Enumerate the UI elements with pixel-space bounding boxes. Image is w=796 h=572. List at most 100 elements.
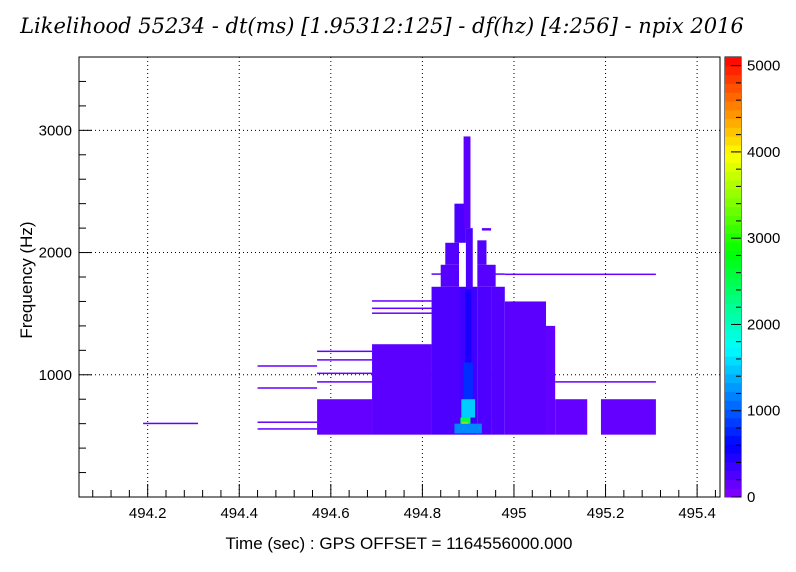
colorbar-step: [725, 338, 741, 348]
heatmap-cell: [431, 273, 446, 275]
y-tick-label: 3000: [39, 122, 72, 139]
colorbar: 0 1000 2000 3000 4000 5000: [725, 57, 780, 506]
heatmap-cell: [454, 423, 482, 434]
colorbar-step: [725, 206, 741, 216]
heatmap-cell: [317, 399, 373, 435]
colorbar-step: [725, 180, 741, 190]
colorbar-step: [725, 136, 741, 146]
heatmap-cell: [317, 359, 373, 361]
heatmap-cell: [257, 365, 318, 367]
y-tick-label: 2000: [39, 245, 72, 262]
colorbar-step: [725, 461, 741, 472]
colorbar-tick-label: 0: [747, 489, 755, 506]
colorbar-step: [725, 215, 741, 225]
colorbar-step: [725, 312, 741, 322]
heatmap-cell: [491, 286, 505, 435]
colorbar-step: [725, 365, 741, 375]
x-tick-label: 494.8: [404, 505, 442, 522]
y-tick-label: 1000: [39, 367, 72, 384]
heatmap-cell: [460, 417, 471, 428]
colorbar-step: [725, 189, 741, 199]
colorbar-step: [725, 347, 741, 357]
colorbar-step: [725, 162, 741, 172]
colorbar-tick-label: 1000: [747, 403, 780, 420]
colorbar-tick-label: 3000: [747, 230, 780, 247]
heatmap-cell: [504, 273, 656, 276]
heatmap-cell: [372, 312, 432, 314]
heatmap-cells: [143, 136, 656, 435]
heatmap-cell: [464, 289, 472, 363]
colorbar-step: [725, 479, 741, 489]
x-tick-label: 494.4: [220, 505, 258, 522]
colorbar-step: [725, 303, 741, 313]
x-axis-label: Time (sec) : GPS OFFSET = 1164556000.000: [226, 534, 573, 553]
heatmap-cell: [477, 240, 487, 265]
colorbar-step: [725, 101, 741, 111]
heatmap-cell: [317, 381, 373, 383]
colorbar-step: [725, 373, 741, 384]
colorbar-step: [725, 285, 741, 296]
colorbar-step: [725, 92, 741, 102]
colorbar-step: [725, 435, 741, 445]
heatmap-cell: [461, 399, 476, 418]
heatmap-cell: [440, 264, 460, 287]
x-tick-label: 495.4: [678, 505, 716, 522]
colorbar-step: [725, 109, 741, 120]
heatmap-cell: [431, 286, 460, 435]
heatmap-cell: [445, 242, 460, 265]
axes: 494.2 494.4 494.6 494.8 495 495.2 495.4 1000 200…: [39, 56, 716, 522]
colorbar-step: [725, 197, 741, 208]
colorbar-tick-label: 4000: [747, 144, 780, 161]
heatmap-cell: [372, 307, 432, 310]
heatmap-cell: [463, 136, 471, 229]
heatmap-cell: [555, 381, 656, 383]
colorbar-step: [725, 470, 741, 480]
heatmap-cell: [257, 387, 318, 389]
heatmap-cell: [463, 362, 473, 400]
heatmap-cell: [257, 428, 318, 430]
colorbar-step: [725, 57, 741, 67]
heatmap-cell: [465, 228, 473, 290]
heatmap-cell: [143, 422, 199, 425]
heatmap-cell: [481, 228, 492, 231]
colorbar-step: [725, 65, 741, 76]
heatmap-cell: [317, 350, 373, 353]
colorbar-step: [725, 127, 741, 137]
x-tick-label: 494.2: [129, 505, 167, 522]
colorbar-step: [725, 329, 741, 340]
colorbar-step: [725, 488, 741, 498]
heatmap-cell: [477, 264, 496, 287]
x-tick-label: 495: [501, 505, 526, 522]
heatmap-cell: [454, 203, 466, 243]
colorbar-step: [725, 268, 741, 278]
colorbar-step: [725, 444, 741, 454]
heatmap-cell: [491, 273, 505, 275]
colorbar-step: [725, 409, 741, 419]
colorbar-step: [725, 74, 741, 84]
colorbar-step: [725, 391, 741, 401]
colorbar-step: [725, 426, 741, 436]
heatmap-cell: [477, 286, 492, 435]
heatmap-cell: [504, 301, 547, 435]
colorbar-step: [725, 83, 741, 93]
colorbar-tick-label: 5000: [747, 58, 780, 75]
heatmap-cell: [372, 300, 432, 302]
colorbar-tick-label: 2000: [747, 316, 780, 333]
y-axis-label: Frequency (Hz): [17, 221, 36, 338]
colorbar-step: [725, 277, 741, 287]
heatmap-cell: [600, 399, 656, 435]
colorbar-step: [725, 453, 741, 463]
colorbar-step: [725, 382, 741, 392]
colorbar-step: [725, 118, 741, 128]
heatmap-cell: [317, 372, 373, 375]
colorbar-step: [725, 153, 741, 164]
colorbar-step: [725, 400, 741, 410]
colorbar-step: [725, 145, 741, 155]
heatmap-cell: [257, 421, 318, 423]
colorbar-step: [725, 250, 741, 260]
colorbar-step: [725, 233, 741, 243]
colorbar-step: [725, 224, 741, 234]
colorbar-step: [725, 259, 741, 269]
heatmap-cell: [372, 344, 432, 435]
